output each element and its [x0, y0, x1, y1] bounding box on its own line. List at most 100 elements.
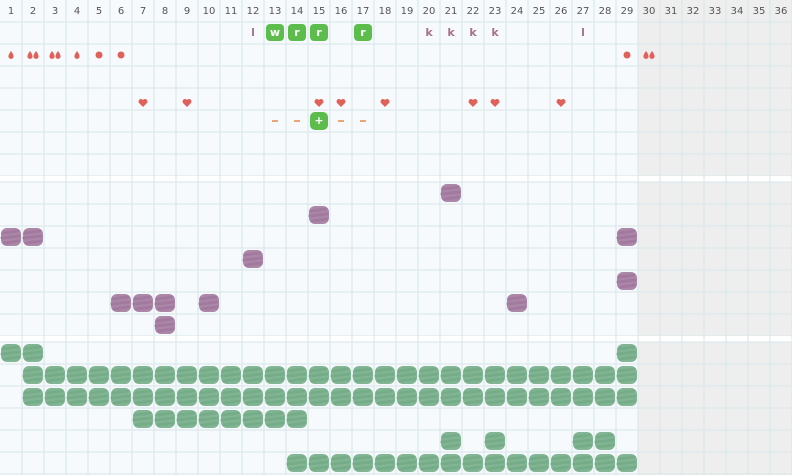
blob-scribble: [352, 389, 373, 405]
tag: r: [294, 26, 300, 39]
blob-scribble: [132, 411, 153, 427]
column-header: 33: [709, 6, 722, 17]
tag: r: [316, 26, 322, 39]
inactive-cols: [638, 0, 792, 475]
column-header: 14: [291, 6, 304, 17]
column-header: 2: [30, 6, 36, 17]
blob-scribble: [506, 295, 527, 311]
blob-scribble: [176, 367, 197, 383]
column-header: 24: [511, 6, 524, 17]
blob-scribble: [352, 455, 373, 471]
column-header: 7: [140, 6, 146, 17]
blob-scribble: [594, 433, 615, 449]
column-header: 30: [643, 6, 656, 17]
blob-scribble: [22, 367, 43, 383]
blob-scribble: [22, 345, 43, 361]
blob-scribble: [110, 295, 131, 311]
blob-scribble: [286, 367, 307, 383]
blob-scribble: [616, 229, 637, 245]
blob-scribble: [418, 455, 439, 471]
blob-scribble: [550, 455, 571, 471]
blob-scribble: [132, 389, 153, 405]
column-header: 8: [162, 6, 168, 17]
column-header: 12: [247, 6, 260, 17]
dot: [623, 51, 631, 59]
drop: [643, 51, 649, 59]
blob-scribble: [484, 367, 505, 383]
blob-scribble: [594, 389, 615, 405]
heart: [468, 98, 478, 107]
blob-scribble: [616, 455, 637, 471]
drop: [649, 51, 655, 59]
column-header: 10: [203, 6, 216, 17]
column-header: 31: [665, 6, 678, 17]
tag: k: [447, 26, 455, 39]
blob-scribble: [132, 295, 153, 311]
blob-scribble: [220, 411, 241, 427]
blob-scribble: [616, 389, 637, 405]
blob-scribble: [154, 317, 175, 333]
blob-scribble: [154, 295, 175, 311]
blob-scribble: [374, 389, 395, 405]
blob-scribble: [132, 367, 153, 383]
blob-scribble: [440, 389, 461, 405]
tag: r: [360, 26, 366, 39]
blob-scribble: [440, 367, 461, 383]
heart: [182, 99, 192, 107]
tag: l: [251, 26, 255, 39]
heart: [380, 98, 390, 107]
blob-scribble: [418, 389, 439, 405]
blob-scribble: [550, 389, 571, 405]
blob-scribble: [616, 345, 637, 361]
column-header: 36: [775, 6, 788, 17]
blob-scribble: [528, 389, 549, 405]
column-header: 19: [401, 6, 414, 17]
tag-box: [288, 24, 306, 41]
blob-scribble: [616, 367, 637, 383]
blob-scribble: [616, 273, 637, 289]
blob-scribble: [66, 367, 87, 383]
column-header: 6: [118, 6, 124, 17]
blob-scribble: [154, 367, 175, 383]
column-header: 21: [445, 6, 458, 17]
heart: [556, 99, 566, 107]
drop: [27, 51, 33, 59]
blob-scribble: [418, 367, 439, 383]
blob-scribble: [88, 367, 109, 383]
tag-box: [310, 24, 328, 41]
drop: [33, 51, 39, 59]
blob-scribble: [308, 367, 329, 383]
blob-scribble: [198, 411, 219, 427]
column-header: 34: [731, 6, 744, 17]
drop: [74, 51, 80, 59]
column-header: 15: [313, 6, 326, 17]
column-header: 5: [96, 6, 102, 17]
blob-scribble: [88, 389, 109, 405]
blob-scribble: [0, 345, 21, 361]
column-header: 20: [423, 6, 436, 17]
column-header: 18: [379, 6, 392, 17]
heart: [314, 99, 324, 107]
column-header: 23: [489, 6, 502, 17]
plus: +: [314, 114, 323, 127]
blob-scribble: [572, 367, 593, 383]
blob-scribble: [176, 389, 197, 405]
blob-scribble: [286, 411, 307, 427]
blob-scribble: [374, 367, 395, 383]
blob-scribble: [286, 455, 307, 471]
blob-scribble: [528, 367, 549, 383]
blob-scribble: [440, 433, 461, 449]
column-header: 27: [577, 6, 590, 17]
blob-scribble: [462, 455, 483, 471]
blob-scribble: [198, 389, 219, 405]
blob-scribble: [396, 389, 417, 405]
blob-scribble: [308, 389, 329, 405]
blob-scribble: [242, 251, 263, 267]
blob-scribble: [242, 389, 263, 405]
blob-scribble: [506, 455, 527, 471]
blob-scribble: [22, 389, 43, 405]
column-header: 3: [52, 6, 58, 17]
blob-scribble: [264, 389, 285, 405]
tag: k: [469, 26, 477, 39]
